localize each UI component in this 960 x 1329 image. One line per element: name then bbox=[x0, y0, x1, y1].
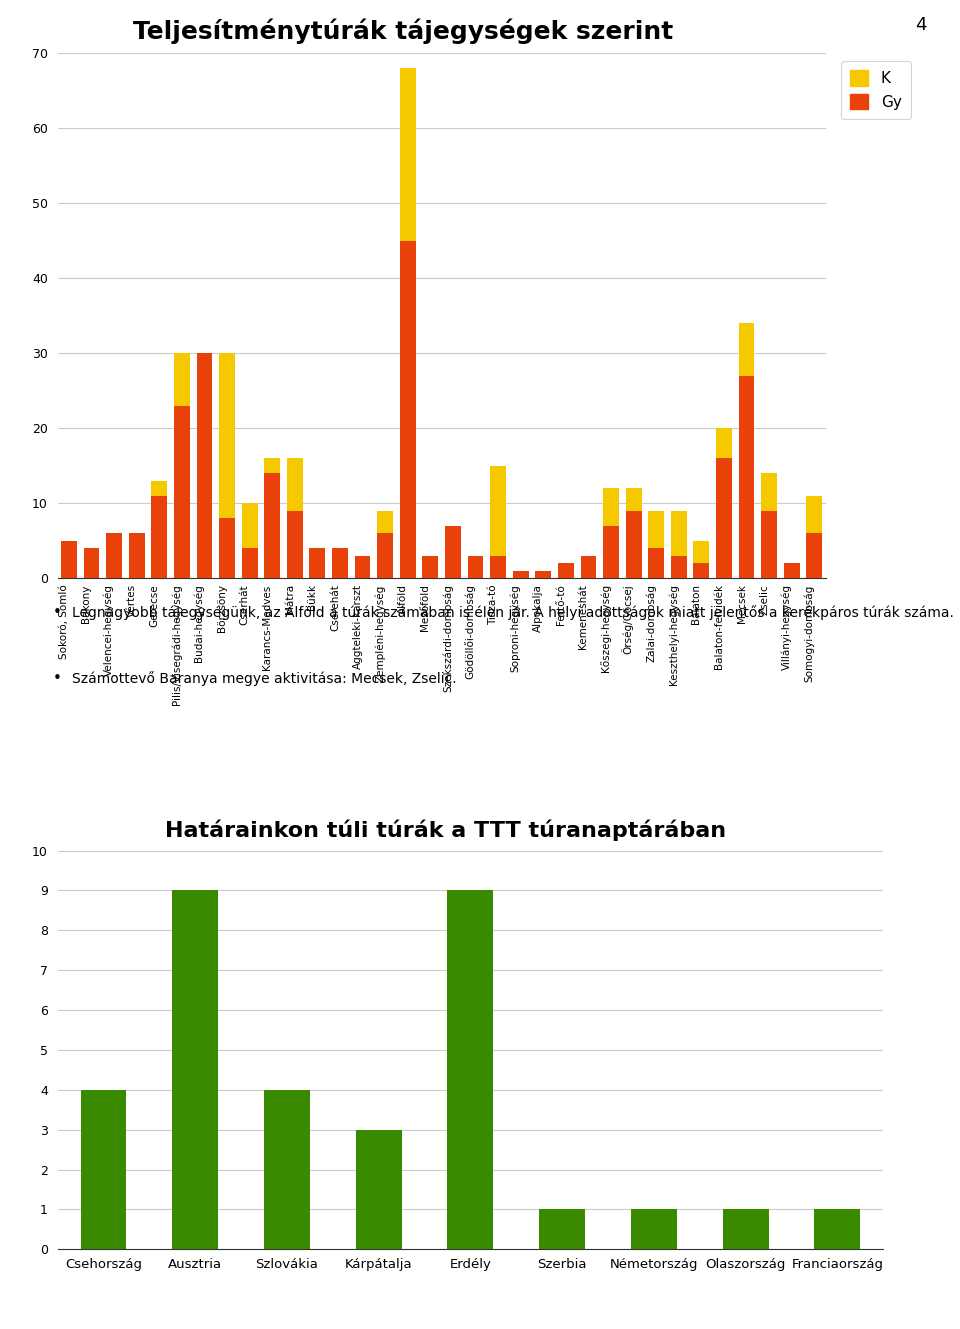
Bar bbox=[716, 428, 732, 459]
Bar bbox=[693, 563, 709, 578]
Bar bbox=[603, 488, 619, 526]
Bar bbox=[631, 1209, 677, 1249]
Bar bbox=[219, 518, 235, 578]
Bar bbox=[558, 563, 574, 578]
Bar bbox=[468, 556, 484, 578]
Bar bbox=[806, 533, 822, 578]
Bar bbox=[491, 556, 506, 578]
Bar bbox=[626, 510, 641, 578]
Bar bbox=[716, 459, 732, 578]
Bar bbox=[129, 533, 145, 578]
Bar bbox=[377, 533, 393, 578]
Bar bbox=[399, 241, 416, 578]
Text: 4: 4 bbox=[915, 16, 926, 35]
Title: Határainkon túli túrák a TTT túranaptárában: Határainkon túli túrák a TTT túranaptárá… bbox=[165, 819, 726, 841]
Bar bbox=[84, 548, 100, 578]
Bar bbox=[81, 1090, 127, 1249]
Bar bbox=[197, 354, 212, 578]
Text: •: • bbox=[53, 605, 61, 619]
Text: Legnagyobb tájegységünk, az Alföld a túrák számában is élen jár. A helyi adottsá: Legnagyobb tájegységünk, az Alföld a túr… bbox=[72, 605, 954, 619]
Legend: K, Gy: K, Gy bbox=[841, 61, 911, 118]
Bar bbox=[447, 890, 493, 1249]
Bar bbox=[513, 570, 529, 578]
Bar bbox=[814, 1209, 860, 1249]
Bar bbox=[783, 563, 800, 578]
Bar bbox=[152, 496, 167, 578]
Bar bbox=[242, 504, 257, 548]
Bar bbox=[491, 465, 506, 556]
Bar bbox=[287, 459, 302, 510]
Text: •: • bbox=[53, 671, 61, 686]
Bar bbox=[264, 473, 280, 578]
Bar bbox=[806, 496, 822, 533]
Bar bbox=[648, 548, 664, 578]
Bar bbox=[399, 68, 416, 241]
Bar bbox=[174, 405, 190, 578]
Bar bbox=[445, 526, 461, 578]
Bar bbox=[354, 556, 371, 578]
Bar bbox=[264, 459, 280, 473]
Bar bbox=[671, 556, 686, 578]
Bar bbox=[723, 1209, 769, 1249]
Bar bbox=[107, 533, 122, 578]
Bar bbox=[626, 488, 641, 510]
Bar bbox=[761, 510, 777, 578]
Bar bbox=[693, 541, 709, 563]
Bar bbox=[738, 376, 755, 578]
Bar bbox=[174, 354, 190, 405]
Bar bbox=[738, 323, 755, 376]
Bar bbox=[603, 526, 619, 578]
Text: Számottevő Baranya megye aktivitása: Mecsek, Zselic.: Számottevő Baranya megye aktivitása: Mec… bbox=[72, 671, 457, 686]
Title: Teljesítménytúrák tájegységek szerint: Teljesítménytúrák tájegységek szerint bbox=[133, 19, 673, 44]
Bar bbox=[671, 510, 686, 556]
Bar bbox=[377, 510, 393, 533]
Bar bbox=[152, 481, 167, 496]
Bar bbox=[761, 473, 777, 510]
Bar bbox=[61, 541, 77, 578]
Bar bbox=[219, 354, 235, 518]
Bar bbox=[309, 548, 325, 578]
Bar bbox=[287, 510, 302, 578]
Bar bbox=[540, 1209, 585, 1249]
Bar bbox=[422, 556, 438, 578]
Bar bbox=[242, 548, 257, 578]
Bar bbox=[332, 548, 348, 578]
Bar bbox=[356, 1130, 401, 1249]
Bar bbox=[172, 890, 218, 1249]
Bar bbox=[581, 556, 596, 578]
Bar bbox=[648, 510, 664, 548]
Bar bbox=[536, 570, 551, 578]
Bar bbox=[264, 1090, 310, 1249]
